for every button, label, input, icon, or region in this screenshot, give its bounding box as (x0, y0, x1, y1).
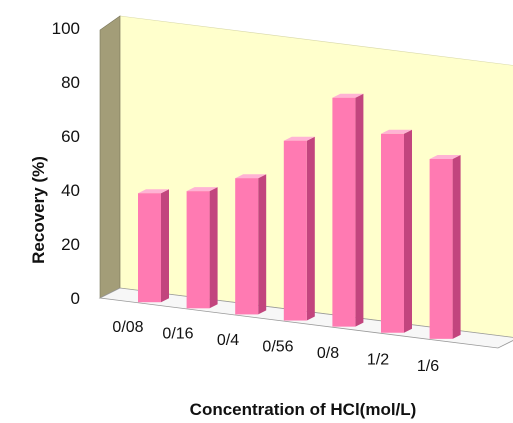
bar-side (355, 93, 364, 327)
x-tick-label: 0/56 (262, 339, 293, 356)
bar (429, 155, 461, 339)
bar-front (381, 133, 404, 333)
bar-side (306, 136, 315, 321)
side-wall (99, 15, 121, 299)
bar-top (283, 136, 315, 141)
bars (138, 93, 461, 339)
bar-side (258, 174, 267, 315)
x-axis-title: Concentration of HCl(mol/L) (190, 400, 417, 419)
y-tick-label: 60 (61, 127, 80, 146)
y-axis-ticks: 0 20 40 60 80 100 (52, 19, 80, 308)
bar-side (161, 189, 169, 303)
y-tick-label: 20 (61, 235, 80, 254)
y-axis-title: Recovery (%) (29, 156, 48, 264)
bar-front (429, 159, 453, 339)
bar (332, 93, 364, 327)
bar (186, 187, 218, 309)
bar-side (452, 155, 461, 339)
bar-side (404, 129, 412, 333)
y-tick-label: 100 (52, 19, 80, 38)
bar-top (429, 155, 461, 159)
bar-top (381, 129, 412, 134)
bar-front (283, 140, 307, 321)
x-tick-label: 1/6 (417, 358, 439, 375)
bar-front (186, 191, 210, 309)
x-axis-ticks: 0/08 0/16 0/4 0/56 0/8 1/2 1/6 (112, 319, 439, 375)
bar-top (235, 174, 267, 179)
bar (381, 129, 412, 333)
x-tick-label: 1/2 (367, 352, 389, 369)
bar (235, 174, 267, 315)
x-tick-label: 0/8 (317, 345, 339, 362)
bar-top (138, 189, 169, 194)
bar-top (332, 93, 364, 98)
x-tick-label: 0/4 (217, 332, 239, 349)
bar (283, 136, 315, 321)
y-tick-label: 40 (61, 181, 80, 200)
bar-front (235, 178, 259, 315)
y-tick-label: 80 (61, 73, 80, 92)
bar-top (186, 187, 218, 192)
bar (138, 189, 169, 303)
x-tick-label: 0/16 (162, 326, 193, 343)
y-tick-label: 0 (71, 289, 80, 308)
bar-front (332, 97, 356, 327)
bar-front (138, 193, 161, 303)
bar-side (209, 187, 218, 309)
x-tick-label: 0/08 (112, 319, 143, 336)
